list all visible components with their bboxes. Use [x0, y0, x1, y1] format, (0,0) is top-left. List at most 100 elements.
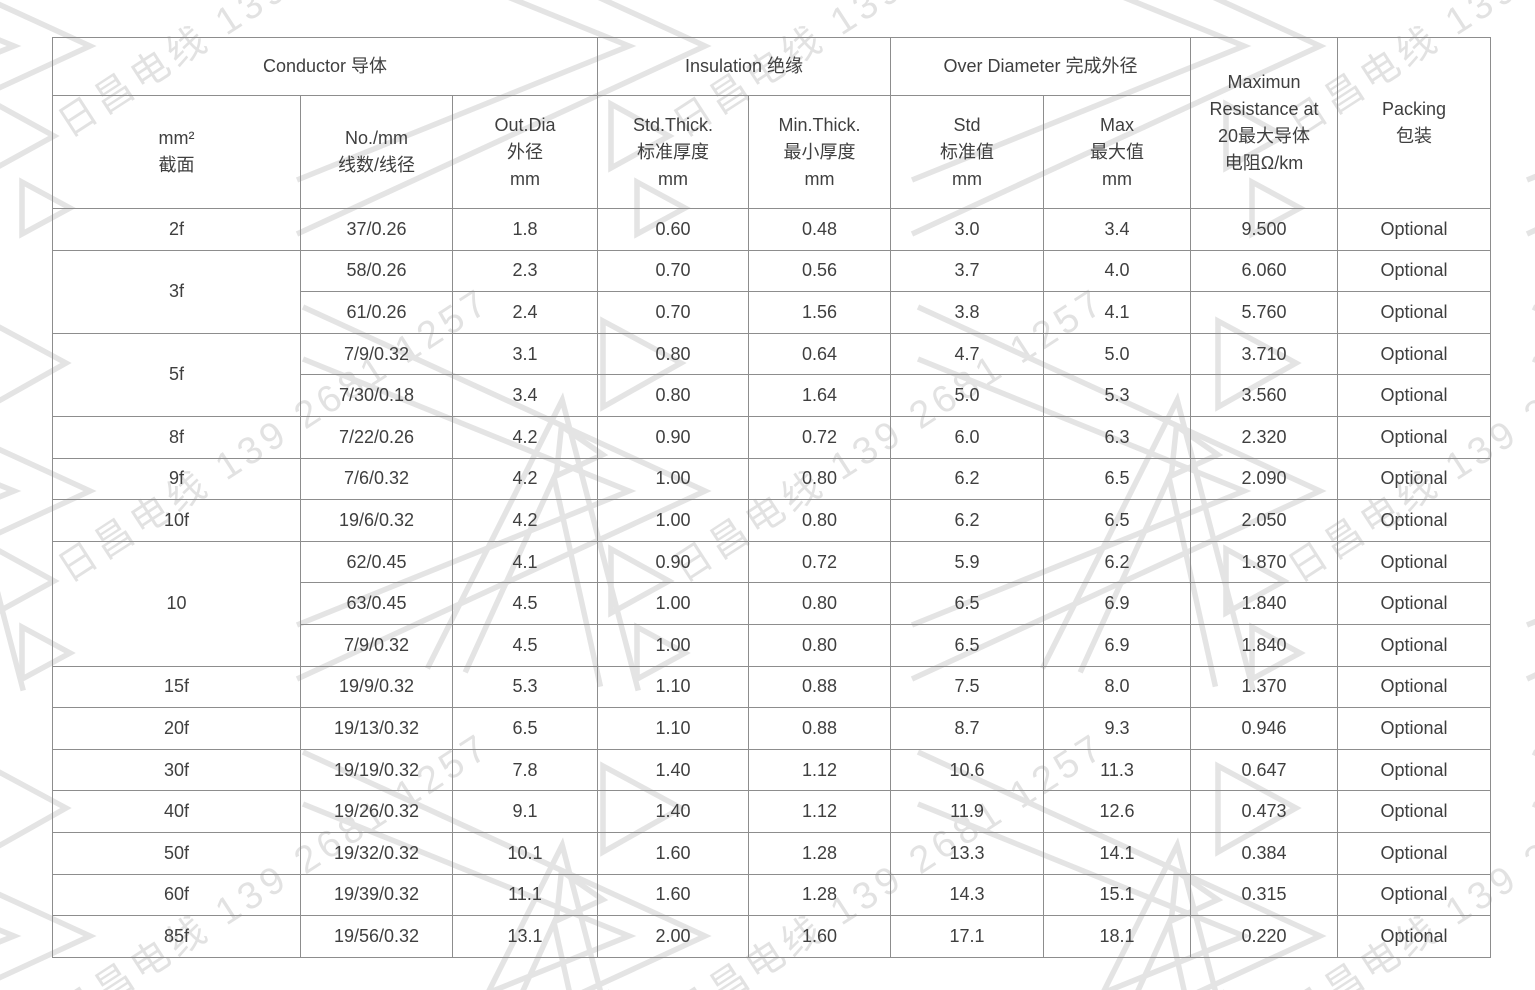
- cell: Optional: [1337, 415, 1492, 459]
- cell: 7/9/0.32: [300, 332, 453, 376]
- cell: 0.64: [748, 332, 892, 376]
- cell: 0.56: [748, 249, 892, 293]
- spec-sheet: Conductor 导体 Insulation 绝缘 Over Diameter…: [51, 37, 1492, 958]
- cell: 1.00: [597, 623, 750, 667]
- cell: 1.28: [748, 831, 892, 875]
- cell: 5.760: [1190, 291, 1339, 334]
- table-row: 40f 19/26/0.32 9.1 1.40 1.12 11.9 12.6 0.473 Opt…: [52, 790, 1492, 833]
- cell: Optional: [1337, 208, 1492, 251]
- cell: 0.48: [748, 208, 892, 251]
- table-row: 85f 19/56/0.32 13.1 2.00 1.60 17.1 18.1 0.220 Op…: [52, 915, 1492, 958]
- cell: 6.5: [1043, 457, 1192, 501]
- cell-size: 5f: [52, 332, 301, 417]
- cell: 6.5: [890, 582, 1045, 625]
- cell: 3.710: [1190, 332, 1339, 376]
- header-od-max: Max 最大值 mm: [1043, 95, 1192, 209]
- cell: 0.60: [597, 208, 750, 251]
- header-no-per-mm: No./mm 线数/线径: [300, 95, 453, 209]
- cell-size: 60f: [52, 873, 301, 917]
- cell: 0.473: [1190, 790, 1339, 833]
- cell: Optional: [1337, 457, 1492, 501]
- table-row: 20f 19/13/0.32 6.5 1.10 0.88 8.7 9.3 0.946 Optio…: [52, 707, 1492, 750]
- cell: Optional: [1337, 249, 1492, 293]
- cell: 4.2: [451, 415, 599, 459]
- watermark-chevron-logo-icon: [1531, 749, 1535, 808]
- table-row: 30f 19/19/0.32 7.8 1.40 1.12 10.6 11.3 0.647 Opt…: [52, 748, 1492, 792]
- table-row: 9f 7/6/0.32 4.2 1.00 0.80 6.2 6.5 2.090 Optional: [52, 457, 1492, 501]
- table-row: 8f 7/22/0.26 4.2 0.90 0.72 6.0 6.3 2.320 Optiona…: [52, 415, 1492, 459]
- cell: 19/56/0.32: [300, 915, 453, 958]
- cell: 7.8: [451, 748, 599, 792]
- cell: 1.40: [597, 748, 750, 792]
- cell: 10.1: [451, 831, 599, 875]
- cell: Optional: [1337, 540, 1492, 584]
- table-row: 60f 19/39/0.32 11.1 1.60 1.28 14.3 15.1 0.315 Op…: [52, 873, 1492, 917]
- cell: Optional: [1337, 499, 1492, 542]
- cell: 0.80: [597, 374, 750, 417]
- cell: 19/32/0.32: [300, 831, 453, 875]
- cell: 4.0: [1043, 249, 1192, 293]
- cell: 12.6: [1043, 790, 1192, 833]
- cell: 19/19/0.32: [300, 748, 453, 792]
- table-row: 10 62/0.45 4.1 0.90 0.72 5.9 6.2 1.870 Optional: [52, 540, 1492, 667]
- cell: 11.9: [890, 790, 1045, 833]
- table-row: 50f 19/32/0.32 10.1 1.60 1.28 13.3 14.1 0.384 Op…: [52, 831, 1492, 875]
- cell: Optional: [1337, 665, 1492, 709]
- cell: 19/6/0.32: [300, 499, 453, 542]
- cell: 3.8: [890, 291, 1045, 334]
- cell: 3.4: [451, 374, 599, 417]
- header-cross-section: mm² 截面: [52, 95, 301, 209]
- cell: 0.80: [748, 499, 892, 542]
- header-od-std: Std 标准值 mm: [890, 95, 1045, 209]
- cell: 0.90: [597, 540, 750, 584]
- cell: 9.3: [1043, 707, 1192, 750]
- cell: 9.500: [1190, 208, 1339, 251]
- cell: 4.5: [451, 582, 599, 625]
- cell: 1.00: [597, 582, 750, 625]
- cell: 1.840: [1190, 623, 1339, 667]
- table-row: 3f 58/0.26 2.3 0.70 0.56 3.7 4.0 6.060 Optional: [52, 249, 1492, 334]
- cell-size: 20f: [52, 707, 301, 750]
- cell: 0.88: [748, 707, 892, 750]
- cell: 19/13/0.32: [300, 707, 453, 750]
- cell: 1.840: [1190, 582, 1339, 625]
- cell: 0.70: [597, 291, 750, 334]
- cell: 58/0.26: [300, 249, 453, 293]
- cell: 1.40: [597, 790, 750, 833]
- cell: 3.1: [451, 332, 599, 376]
- cell: 61/0.26: [300, 291, 453, 334]
- header-std-thick: Std.Thick. 标准厚度 mm: [597, 95, 750, 209]
- header-conductor-group: Conductor 导体: [51, 37, 599, 96]
- cell: 0.72: [748, 540, 892, 584]
- cell: 2.3: [451, 249, 599, 293]
- cell: 4.1: [451, 540, 599, 584]
- cell: 5.3: [1043, 374, 1192, 417]
- cell: 0.220: [1190, 915, 1339, 958]
- cell: 0.384: [1190, 831, 1339, 875]
- cell: 0.80: [597, 332, 750, 376]
- cell: 8.7: [890, 707, 1045, 750]
- cell-size: 3f: [52, 249, 301, 334]
- cell: 1.60: [597, 873, 750, 917]
- cell: 1.370: [1190, 665, 1339, 709]
- cell: 7.5: [890, 665, 1045, 709]
- cell: 6.2: [890, 499, 1045, 542]
- spec-table: Conductor 导体 Insulation 绝缘 Over Diameter…: [51, 37, 1492, 958]
- cell: 2.050: [1190, 499, 1339, 542]
- cell: 4.2: [451, 499, 599, 542]
- cell: 0.946: [1190, 707, 1339, 750]
- cell: Optional: [1337, 374, 1492, 417]
- cell: 6.060: [1190, 249, 1339, 293]
- table-row: 5f 7/9/0.32 3.1 0.80 0.64 4.7 5.0 3.710 Optional: [52, 332, 1492, 417]
- cell: 14.1: [1043, 831, 1192, 875]
- cell: 18.1: [1043, 915, 1192, 958]
- spec-table-body: 2f 37/0.26 1.8 0.60 0.48 3.0 3.4 9.500 Optional 3…: [52, 208, 1492, 958]
- table-row: 2f 37/0.26 1.8 0.60 0.48 3.0 3.4 9.500 Optional: [52, 208, 1492, 251]
- cell-size: 10: [52, 540, 301, 667]
- cell: 0.80: [748, 582, 892, 625]
- cell-size: 10f: [52, 499, 301, 542]
- cell: 5.0: [1043, 332, 1192, 376]
- cell: 6.2: [1043, 540, 1192, 584]
- cell-size: 85f: [52, 915, 301, 958]
- cell: 7/22/0.26: [300, 415, 453, 459]
